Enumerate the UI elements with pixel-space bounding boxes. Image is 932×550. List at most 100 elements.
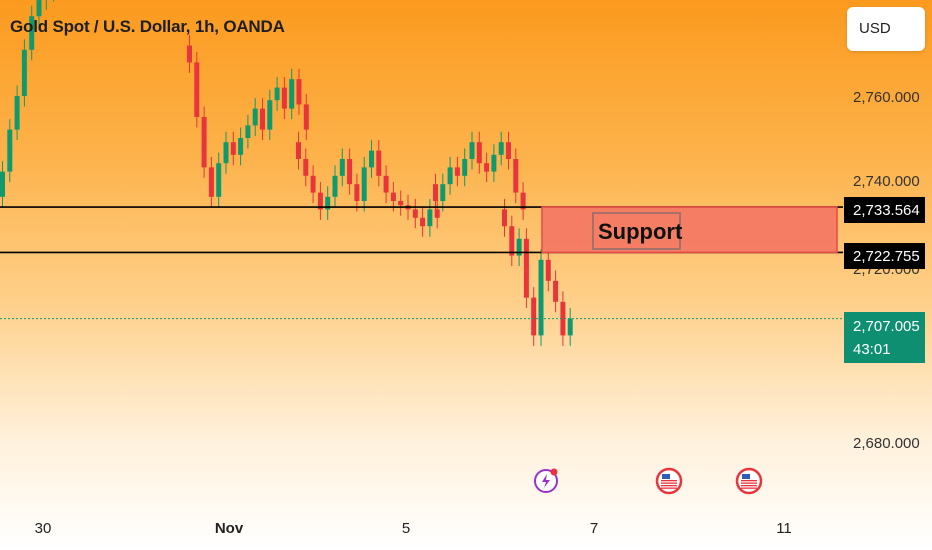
candle-down [506, 142, 511, 159]
resistance-price-tag: 2,733.564 [844, 197, 925, 223]
candle-up [245, 125, 251, 138]
candle-up [289, 79, 295, 109]
candle-down [303, 104, 309, 130]
candle-down [523, 238, 529, 298]
candle-up [36, 0, 42, 17]
candle-down [520, 192, 526, 210]
flag-stripe [661, 487, 677, 489]
candle-down [509, 226, 515, 256]
candle-down [454, 167, 460, 176]
candle-down [376, 150, 382, 176]
candle-up [252, 108, 258, 126]
candle-up [440, 184, 446, 201]
flag-canton [662, 474, 670, 479]
candles-layer [0, 0, 573, 346]
last-price-value: 2,707.005 [853, 318, 920, 335]
candle-down [354, 184, 360, 201]
candle-up [516, 238, 522, 256]
candle-up [491, 154, 497, 172]
candle-up [267, 100, 273, 130]
candle-up [14, 96, 20, 130]
candle-up [498, 142, 504, 155]
candle-up [7, 129, 13, 172]
x-tick-label: 5 [402, 520, 410, 537]
candle-down [434, 209, 440, 218]
last-price-tag: 2,707.005 43:01 [844, 312, 925, 363]
candle-up [361, 167, 367, 201]
candle-down [513, 159, 519, 193]
candle-up [369, 150, 374, 168]
candle-down [433, 184, 438, 201]
candle-down [208, 167, 214, 197]
candle-down [420, 217, 426, 227]
bar-countdown: 43:01 [853, 341, 891, 358]
events-layer [534, 467, 763, 495]
x-tick-label: 7 [590, 520, 598, 537]
flag-stripe [741, 482, 757, 484]
currency-selector[interactable]: USD [847, 7, 925, 51]
candle-down [347, 159, 353, 185]
candle-up [332, 175, 338, 197]
candle-down [476, 142, 482, 164]
candle-down [281, 87, 287, 109]
candle-down [303, 159, 309, 176]
candle-down [553, 280, 559, 302]
candle-down [317, 192, 323, 210]
flag-stripe [741, 485, 757, 487]
candle-up [274, 87, 280, 101]
y-tick-label: 2,760.000 [853, 89, 920, 106]
candle-up [462, 159, 468, 176]
candle-down [187, 45, 192, 63]
support-label-box [592, 212, 681, 250]
flag-stripe [741, 480, 757, 482]
candle-up [21, 49, 27, 96]
candle-down [560, 301, 566, 336]
candle-down [310, 175, 316, 193]
candle-up [538, 259, 544, 336]
candle-down [484, 163, 490, 172]
support-price-tag: 2,722.755 [844, 243, 925, 269]
candle-down [502, 209, 507, 227]
flag-canton [742, 474, 750, 479]
candle-up [447, 167, 453, 185]
chart-title: Gold Spot / U.S. Dollar, 1h, OANDA [10, 17, 285, 36]
flag-stripe [661, 482, 677, 484]
candle-down [390, 192, 396, 201]
candle-down [383, 175, 389, 193]
support-label: Support [598, 219, 683, 244]
candle-up [427, 209, 433, 227]
candle-down [296, 142, 301, 159]
candle-up [0, 171, 5, 197]
levels-layer: Support [0, 206, 843, 320]
y-tick-label: 2,740.000 [853, 173, 920, 190]
support-zone [541, 206, 838, 254]
candle-up [325, 196, 331, 210]
y-tick-label: 2,680.000 [853, 435, 920, 452]
candle-up [469, 142, 475, 159]
candle-down [398, 201, 404, 206]
candle-up [238, 138, 244, 155]
candle-down [531, 297, 537, 336]
flag-stripe [661, 480, 677, 482]
x-tick-label: 30 [35, 520, 52, 537]
notification-dot [550, 468, 558, 476]
x-tick-label: Nov [215, 520, 244, 537]
candle-down [201, 117, 207, 168]
candle-up [567, 318, 573, 336]
candle-up [29, 16, 35, 50]
candle-down [296, 79, 302, 105]
x-tick-label: 11 [776, 520, 792, 537]
lightning-bolt [542, 474, 550, 488]
flag-stripe [741, 487, 757, 489]
candle-up [339, 159, 345, 176]
candle-down [260, 108, 265, 130]
flag-stripe [661, 485, 677, 487]
candle-down [412, 209, 418, 218]
candle-up [223, 142, 229, 164]
candle-down [194, 62, 200, 117]
candle-down [230, 142, 236, 155]
candle-up [216, 163, 222, 197]
